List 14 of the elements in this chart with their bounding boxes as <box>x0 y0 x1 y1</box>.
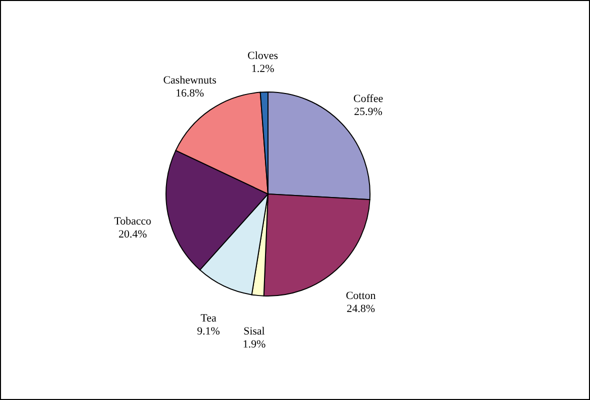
slice-label: Cashewnuts <box>163 74 216 86</box>
data-label: 16.8% <box>176 87 204 100</box>
slice-label: Cotton <box>346 290 376 302</box>
slice-label: Sisal <box>243 325 265 338</box>
data-label: 20.4% <box>118 228 147 240</box>
slice-label: Tea <box>200 312 216 325</box>
data-label: 24.8% <box>346 303 376 316</box>
data-label: 1.9% <box>242 338 266 350</box>
data-label: 1.2% <box>251 63 274 76</box>
data-label: 9.1% <box>197 326 220 338</box>
slice-label: Cloves <box>248 50 278 62</box>
slice-label: Coffee <box>353 93 384 106</box>
data-label: 25.9% <box>354 106 382 118</box>
slice-label: Tobacco <box>114 215 152 228</box>
